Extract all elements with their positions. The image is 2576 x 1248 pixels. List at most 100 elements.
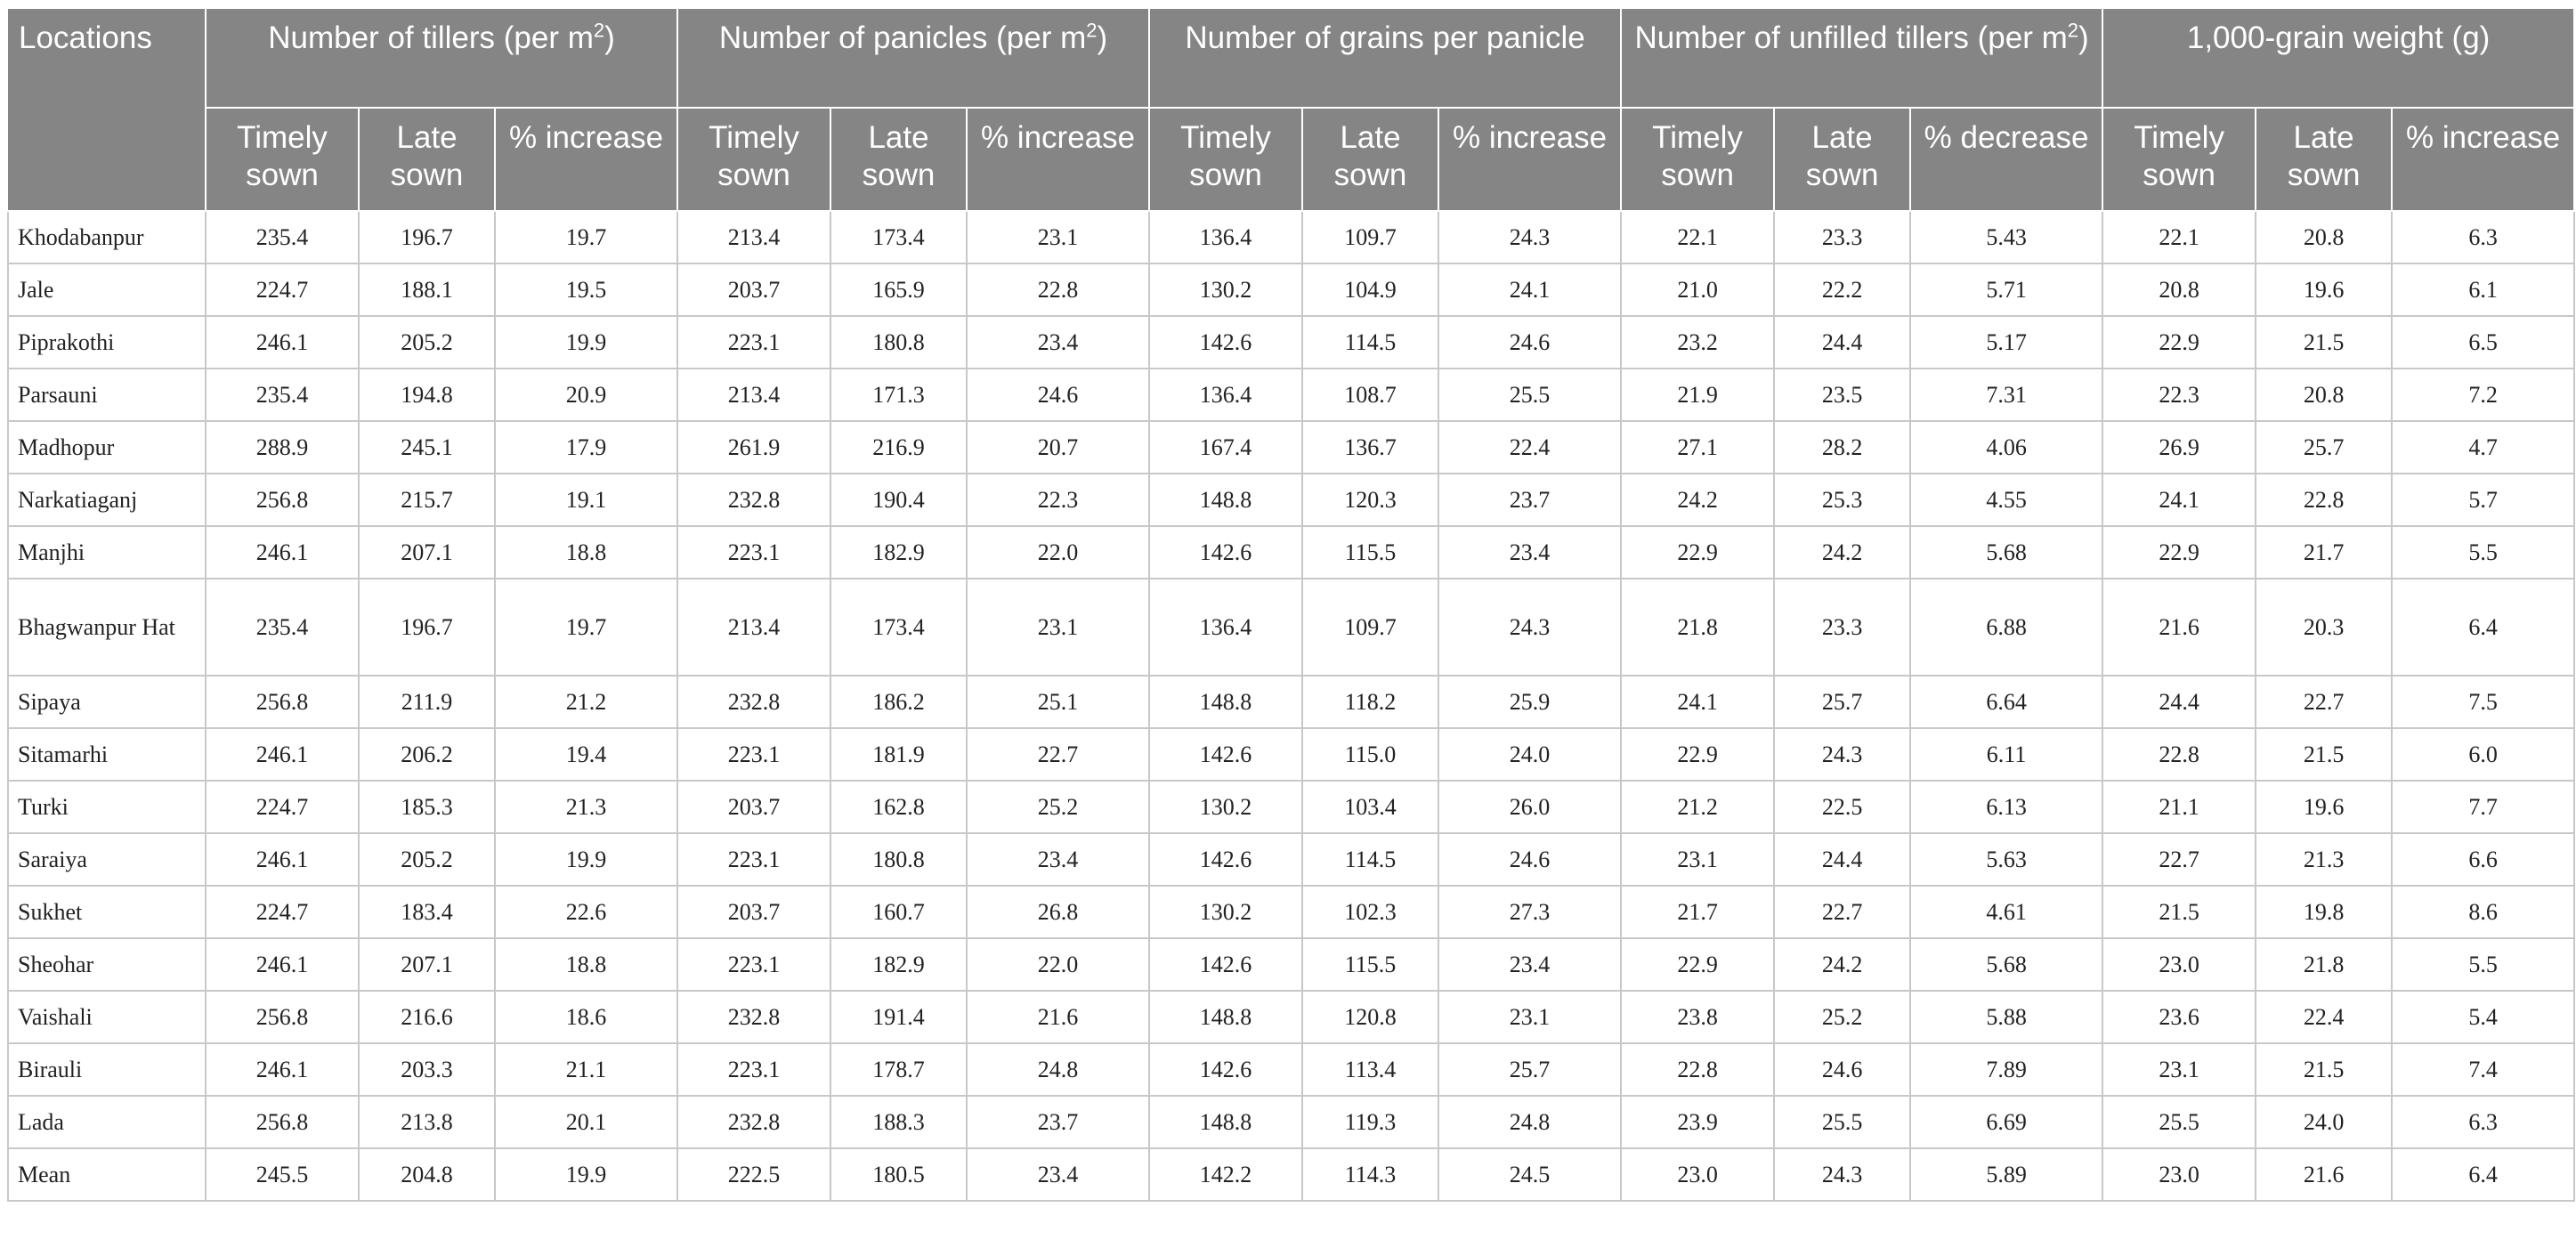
value-cell: 21.2 (1620, 780, 1776, 834)
value-cell: 19.9 (493, 1147, 679, 1202)
value-cell: 120.3 (1301, 473, 1440, 527)
value-cell: 21.7 (1620, 885, 1776, 939)
value-cell: 216.6 (358, 990, 496, 1044)
value-cell: 21.5 (2255, 315, 2394, 369)
header-row-subcolumns: Timely sown Late sown% increase Timely sow… (8, 107, 2576, 212)
value-cell: 6.64 (1909, 675, 2104, 729)
value-cell: 246.1 (205, 525, 360, 579)
value-cell: 21.5 (2102, 885, 2257, 939)
location-cell: Khodabanpur (7, 210, 207, 264)
value-cell: 7.5 (2391, 675, 2576, 729)
value-cell: 22.4 (2255, 990, 2394, 1044)
value-cell: 21.1 (2102, 780, 2257, 834)
value-cell: 5.71 (1909, 263, 2104, 317)
value-cell: 24.2 (1620, 473, 1776, 527)
yield-components-table: Locations Number of tillers (per m2) Num… (7, 7, 2576, 1202)
value-cell: 246.1 (205, 1042, 360, 1097)
value-cell: 194.8 (358, 368, 496, 422)
value-cell: 245.5 (205, 1147, 360, 1202)
value-cell: 216.9 (830, 420, 968, 474)
location-cell: Piprakothi (7, 315, 207, 369)
value-cell: 21.0 (1620, 263, 1776, 317)
value-cell: 4.61 (1909, 885, 2104, 939)
value-cell: 23.4 (1438, 525, 1623, 579)
value-cell: 256.8 (205, 990, 360, 1044)
value-cell: 24.2 (1773, 937, 1912, 992)
value-cell: 223.1 (676, 525, 832, 579)
value-cell: 19.8 (2255, 885, 2394, 939)
value-cell: 120.8 (1301, 990, 1440, 1044)
value-cell: 191.4 (830, 990, 968, 1044)
value-cell: 24.5 (1438, 1147, 1623, 1202)
value-cell: 23.7 (1438, 473, 1623, 527)
value-cell: 6.4 (2391, 578, 2576, 677)
value-cell: 103.4 (1301, 780, 1440, 834)
value-cell: 203.7 (676, 780, 832, 834)
value-cell: 23.0 (1620, 1147, 1776, 1202)
location-cell: Birauli (7, 1042, 207, 1097)
value-cell: 223.1 (676, 937, 832, 992)
value-cell: 6.11 (1909, 727, 2104, 782)
value-cell: 5.5 (2391, 937, 2576, 992)
table-row: Birauli 246.1 203.3 21.1 223.1 178.7 24.8 142.6… (7, 1042, 2576, 1097)
value-cell: 223.1 (676, 1042, 832, 1097)
value-cell: 24.4 (1773, 315, 1912, 369)
value-cell: 190.4 (830, 473, 968, 527)
value-cell: 21.8 (2255, 937, 2394, 992)
value-cell: 115.5 (1301, 937, 1440, 992)
value-cell: 204.8 (358, 1147, 496, 1202)
group-header-grains: Number of grains per panicle (1148, 7, 1623, 109)
value-cell: 6.88 (1909, 578, 2104, 677)
value-cell: 182.9 (830, 937, 968, 992)
value-cell: 213.4 (676, 368, 832, 422)
value-cell: 6.3 (2391, 210, 2576, 264)
table-row: Narkatiaganj 256.8 215.7 19.1 232.8 190.4 22.3… (7, 473, 2576, 527)
subheader-grain-weight-0: Timely sown (2102, 107, 2257, 212)
location-cell: Sipaya (7, 675, 207, 729)
value-cell: 173.4 (830, 578, 968, 677)
group-header-tillers: Number of tillers (per m2) (204, 7, 679, 109)
value-cell: 23.4 (1438, 937, 1623, 992)
value-cell: 23.1 (966, 210, 1151, 264)
value-cell: 5.4 (2391, 990, 2576, 1044)
value-cell: 20.8 (2102, 263, 2257, 317)
subheader-grain-weight-2: % increase (2391, 107, 2576, 212)
value-cell: 24.3 (1438, 578, 1623, 677)
value-cell: 102.3 (1301, 885, 1440, 939)
value-cell: 261.9 (676, 420, 832, 474)
value-cell: 24.1 (1620, 675, 1776, 729)
value-cell: 196.7 (358, 578, 496, 677)
value-cell: 130.2 (1148, 263, 1304, 317)
value-cell: 6.4 (2391, 1147, 2576, 1202)
value-cell: 23.5 (1773, 368, 1912, 422)
table-row: Jale 224.7 188.1 19.5 203.7 165.9 22.8 130.2 104… (7, 263, 2576, 317)
value-cell: 21.5 (2255, 727, 2394, 782)
value-cell: 22.1 (2102, 210, 2257, 264)
value-cell: 7.89 (1909, 1042, 2104, 1097)
subheader-unfilled-tillers-2: % decrease (1909, 107, 2104, 212)
subheader-unfilled-tillers-1: Late sown (1773, 107, 1912, 212)
table-row: Lada 256.8 213.8 20.1 232.8 188.3 23.7 148.8 119… (7, 1095, 2576, 1149)
value-cell: 136.4 (1148, 578, 1304, 677)
value-cell: 5.7 (2391, 473, 2576, 527)
value-cell: 188.3 (830, 1095, 968, 1149)
value-cell: 4.7 (2391, 420, 2576, 474)
value-cell: 27.3 (1438, 885, 1623, 939)
data-table-container: Locations Number of tillers (per m2) Num… (7, 7, 2576, 1202)
value-cell: 25.7 (2255, 420, 2394, 474)
value-cell: 211.9 (358, 675, 496, 729)
value-cell: 246.1 (205, 727, 360, 782)
value-cell: 19.5 (493, 263, 679, 317)
value-cell: 256.8 (205, 473, 360, 527)
value-cell: 23.1 (2102, 1042, 2257, 1097)
table-row: Sheohar 246.1 207.1 18.8 223.1 182.9 22.0 142.6… (7, 937, 2576, 992)
value-cell: 232.8 (676, 1095, 832, 1149)
value-cell: 25.9 (1438, 675, 1623, 729)
location-cell: Parsauni (7, 368, 207, 422)
value-cell: 22.7 (2102, 832, 2257, 887)
value-cell: 162.8 (830, 780, 968, 834)
value-cell: 119.3 (1301, 1095, 1440, 1149)
value-cell: 25.1 (966, 675, 1151, 729)
value-cell: 22.6 (493, 885, 679, 939)
value-cell: 18.8 (493, 937, 679, 992)
